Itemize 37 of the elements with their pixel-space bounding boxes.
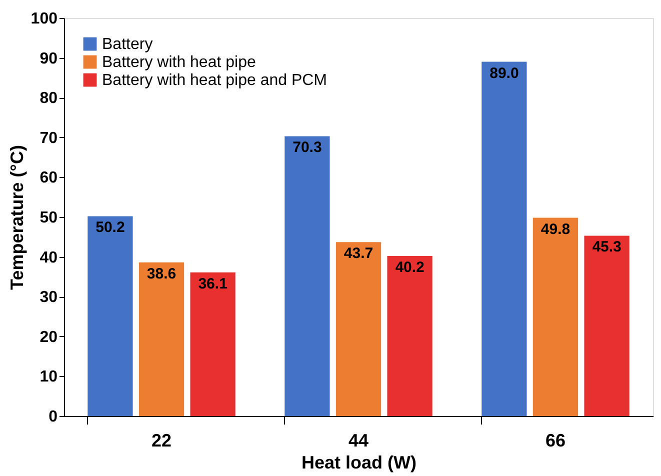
legend-label: Battery with heat pipe and PCM	[102, 72, 328, 89]
y-tick-label: 90	[40, 50, 58, 68]
bar	[190, 272, 236, 416]
bar	[532, 218, 578, 416]
data-label: 43.7	[344, 245, 374, 262]
x-tick-label: 44	[348, 430, 369, 450]
y-tick-label: 100	[30, 10, 58, 28]
bar	[584, 236, 630, 416]
y-axis-title: Temperature (°C)	[6, 145, 27, 290]
data-label: 49.8	[540, 220, 570, 238]
y-tick-label: 70	[40, 130, 58, 147]
legend-label: Battery with heat pipe	[102, 54, 256, 71]
y-tick-label: 60	[40, 170, 58, 187]
x-axis-title: Heat load (W)	[302, 452, 416, 472]
bar	[336, 242, 382, 416]
data-label: 40.2	[395, 259, 424, 276]
bar	[138, 262, 184, 416]
bar	[482, 62, 527, 416]
x-tick-label: 22	[151, 430, 172, 450]
data-label: 89.0	[490, 64, 519, 82]
data-label: 50.2	[96, 219, 125, 236]
y-tick-label: 10	[40, 368, 58, 386]
data-label: 70.3	[292, 139, 322, 156]
y-tick-label: 0	[48, 408, 58, 426]
y-tick-label: 20	[40, 328, 58, 346]
y-tick-label: 50	[40, 210, 58, 226]
bar	[88, 216, 133, 416]
data-label: 38.6	[146, 265, 176, 282]
data-label: 36.1	[198, 275, 228, 292]
x-tick-label: 66	[545, 430, 566, 450]
bar	[284, 136, 330, 416]
bar	[387, 256, 432, 416]
data-label: 45.3	[592, 238, 622, 256]
y-tick-label: 40	[40, 249, 58, 266]
y-tick-label: 30	[40, 289, 58, 306]
y-tick-label: 80	[40, 90, 58, 108]
legend-label: Battery	[102, 36, 153, 53]
